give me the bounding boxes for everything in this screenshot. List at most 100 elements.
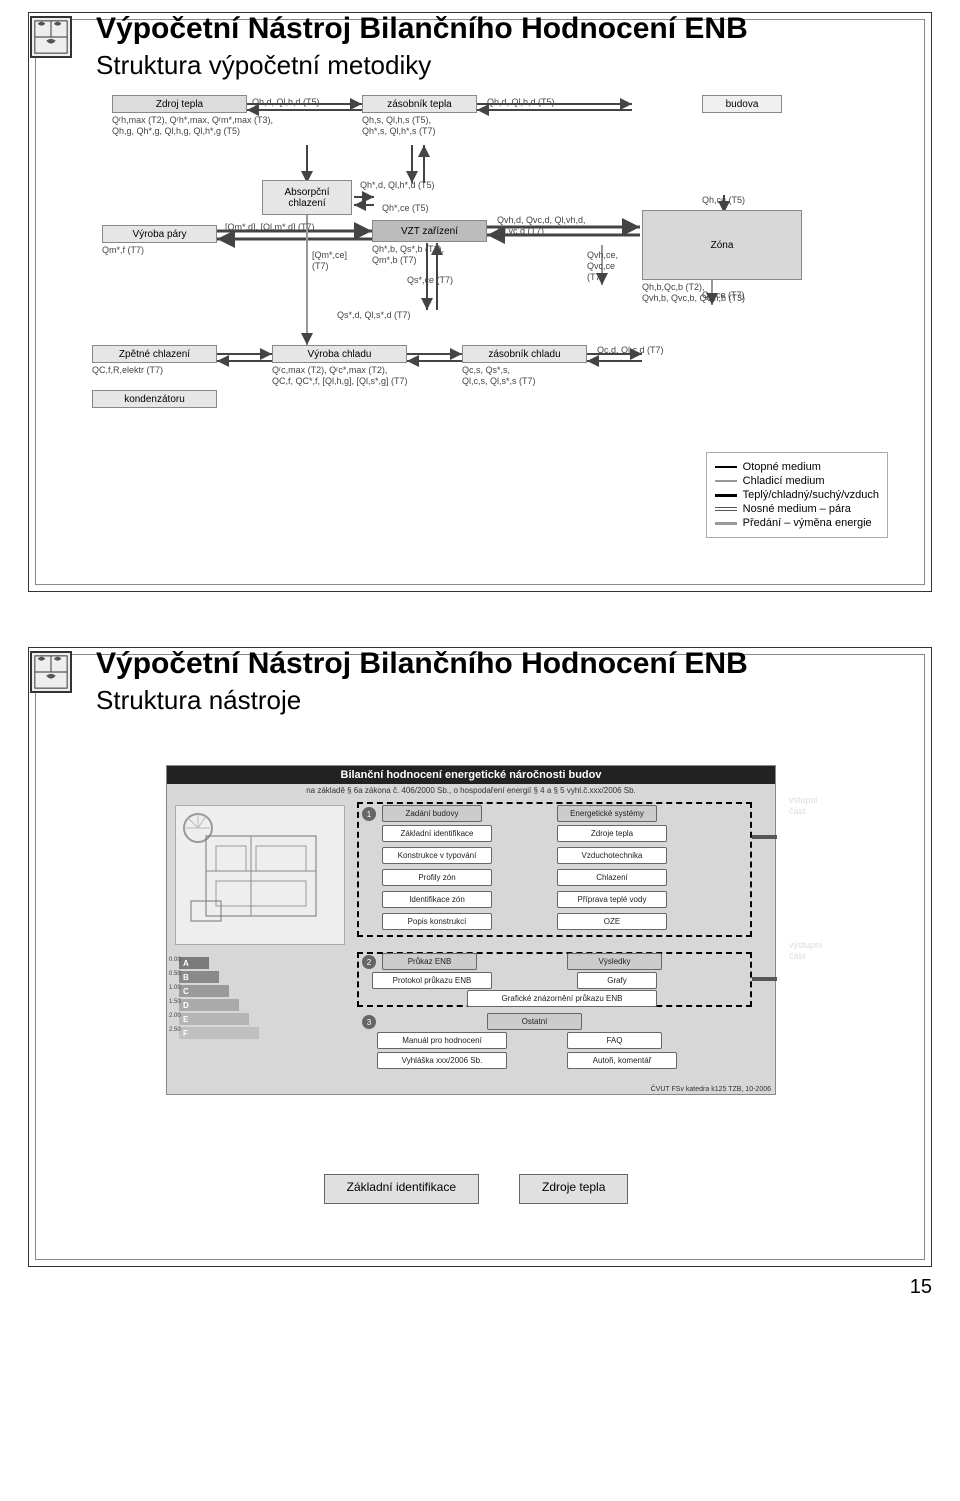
sec2-left: Průkaz ENB (382, 953, 477, 970)
node-zasobnik_chladu: zásobník chladu (462, 345, 587, 363)
node-zpetne: Zpětné chlazení (92, 345, 217, 363)
flow-label: Qc,d, Ql,c,d (T7) (597, 345, 664, 356)
flow-label: Qs*,ce (T7) (407, 275, 453, 286)
menu-button[interactable]: Základní identifikace (382, 825, 492, 842)
button-grafy[interactable]: Grafy (577, 972, 657, 989)
node-vzt: VZT zařízení (372, 220, 487, 242)
page-number: 15 (910, 1276, 932, 1299)
flow-label: Qs*,d, Ql,s*,d (T7) (337, 310, 411, 321)
rank-bar: A (179, 957, 209, 969)
col-head: Energetické systémy (557, 805, 657, 822)
node-kondenzator: kondenzátoru (92, 390, 217, 408)
legend-row: Předání – výměna energie (715, 517, 879, 529)
menu-button[interactable]: Konstrukce v typování (382, 847, 492, 864)
slide-title: Výpočetní Nástroj Bilančního Hodnocení E… (96, 12, 914, 46)
section-number: 2 (362, 955, 376, 969)
flow-label: Qh*,ce (T5) (382, 203, 429, 214)
flow-label: Qh*,d, Ql,h*,d (T5) (360, 180, 435, 191)
legend-swatch (715, 480, 737, 482)
col-head: Zadání budovy (382, 805, 482, 822)
flow-label: [Qm*,d], [Ql,m*,d] (T7) (225, 222, 315, 233)
region-label: vstupníčást (789, 795, 818, 817)
sec2-right: Výsledky (567, 953, 662, 970)
region-label: výstupníčást (789, 940, 823, 962)
menu-button[interactable]: Chlazení (557, 869, 667, 886)
legend-row: Nosné medium – pára (715, 503, 879, 515)
flow-label: Qc,ce (T7) (702, 290, 745, 301)
slide-subtitle: Struktura výpočetní metodiky (96, 50, 914, 81)
bottom-button[interactable]: Základní identifikace (324, 1174, 479, 1204)
legend-label: Nosné medium – pára (743, 503, 851, 515)
node-sub-vyroba_chladu: Qʳc,max (T2), Qʳc*,max (T2), QC,f, QC*,f… (272, 365, 447, 387)
button-grafznaz[interactable]: Grafické znázornění průkazu ENB (467, 990, 657, 1007)
node-sub-vyroba_pary: Qm*,f (T7) (102, 245, 257, 256)
menu-button[interactable]: Vzduchotechnika (557, 847, 667, 864)
button-vyhl[interactable]: Vyhláška xxx/2006 Sb. (377, 1052, 507, 1069)
rank-tick: 2.00 (169, 1013, 181, 1020)
section-number: 3 (362, 1015, 376, 1029)
legend-row: Otopné medium (715, 461, 879, 473)
node-sub-zasobnik_chladu: Qc,s, Qs*,s, Ql,c,s, Ql,s*,s (T7) (462, 365, 627, 387)
menu-button[interactable]: Příprava teplé vody (557, 891, 667, 908)
legend: Otopné medium Chladicí medium Teplý/chladn… (706, 452, 888, 538)
node-sub-zasobnik_tepla: Qh,s, Ql,h,s (T5), Qh*,s, Ql,h*,s (T7) (362, 115, 517, 137)
flow-label: Qh,ce (T5) (702, 195, 745, 206)
flow-label: Qh,d, Ql,h,d (T5) (252, 97, 320, 108)
rank-tick: 0.50 (169, 971, 181, 978)
crest-icon (30, 651, 72, 693)
menu-button[interactable]: Popis konstrukcí (382, 913, 492, 930)
panel-header: Bilanční hodnocení energetické náročnost… (167, 766, 775, 784)
node-vyroba_pary: Výroba páry (102, 225, 217, 243)
rank-bar: D (179, 999, 239, 1011)
node-sub-vzt: Qh*,b, Qs*,b (T1), Qm*,b (T7) (372, 244, 527, 266)
menu-button[interactable]: Identifikace zón (382, 891, 492, 908)
section-number: 1 (362, 807, 376, 821)
legend-label: Teplý/chladný/suchý/vzduch (743, 489, 879, 501)
app-screenshot: Bilanční hodnocení energetické náročnost… (166, 765, 776, 1095)
node-zdroj_tepla: Zdroj tepla (112, 95, 247, 113)
rank-bar: F (179, 1027, 259, 1039)
legend-label: Předání – výměna energie (743, 517, 872, 529)
rank-bar: B (179, 971, 219, 983)
rank-tick: 0.00 (169, 957, 181, 964)
flow-label: Qvh,ce, Qvc,ce (T7) (587, 250, 618, 282)
node-vyroba_chladu: Výroba chladu (272, 345, 407, 363)
legend-swatch (715, 494, 737, 497)
bottom-button-strip: Základní identifikace Zdroje tepla (246, 1174, 706, 1204)
panel-sub: na základě § 6a zákona č. 406/2000 Sb., … (167, 784, 775, 797)
legend-swatch (715, 522, 737, 525)
button-manual[interactable]: Manuál pro hodnocení (377, 1032, 507, 1049)
bottom-button[interactable]: Zdroje tepla (519, 1174, 628, 1204)
menu-button[interactable]: Profily zón (382, 869, 492, 886)
node-zona: Zóna (642, 210, 802, 280)
slide-title: Výpočetní Nástroj Bilančního Hodnocení E… (96, 647, 914, 681)
button-faq[interactable]: FAQ (567, 1032, 662, 1049)
node-sub-zpetne: QC,f,R,elektr (T7) (92, 365, 257, 376)
rank-bar: C (179, 985, 229, 997)
node-budova: budova (702, 95, 782, 113)
legend-swatch (715, 507, 737, 511)
node-sub-zdroj_tepla: Qʳh,max (T2), Qʳh*,max, Qʳm*,max (T3), Q… (112, 115, 287, 137)
flow-label: Qvh,d, Qvc,d, Ql,vh,d, Ql,vc,d (T7) (497, 215, 586, 237)
legend-row: Chladicí medium (715, 475, 879, 487)
menu-button[interactable]: OZE (557, 913, 667, 930)
rank-bar: E (179, 1013, 249, 1025)
flow-label: Qh,d, Ql,h,d (T5) (487, 97, 555, 108)
diagram-canvas: Zdroj tepla Qʳh,max (T2), Qʳh*,max, Qʳm*,… (42, 95, 918, 578)
button-proto[interactable]: Protokol průkazu ENB (372, 972, 492, 989)
node-zasobnik_tepla: zásobník tepla (362, 95, 477, 113)
legend-label: Chladicí medium (743, 475, 825, 487)
panel-credit: ČVUT FSv katedra k125 TZB, 10-2006 (651, 1086, 771, 1093)
crest-icon (30, 16, 72, 58)
slide-subtitle: Struktura nástroje (96, 685, 914, 716)
legend-swatch (715, 466, 737, 468)
rank-tick: 2.50 (169, 1027, 181, 1034)
menu-button[interactable]: Zdroje tepla (557, 825, 667, 842)
sec3-head: Ostatní (487, 1013, 582, 1030)
node-absorpcni: Absorpční chlazení (262, 180, 352, 215)
legend-label: Otopné medium (743, 461, 821, 473)
flow-label: [Qm*,ce] (T7) (312, 250, 347, 272)
rank-tick: 1.00 (169, 985, 181, 992)
rank-tick: 1.50 (169, 999, 181, 1006)
button-autori[interactable]: Autoři, komentář (567, 1052, 677, 1069)
